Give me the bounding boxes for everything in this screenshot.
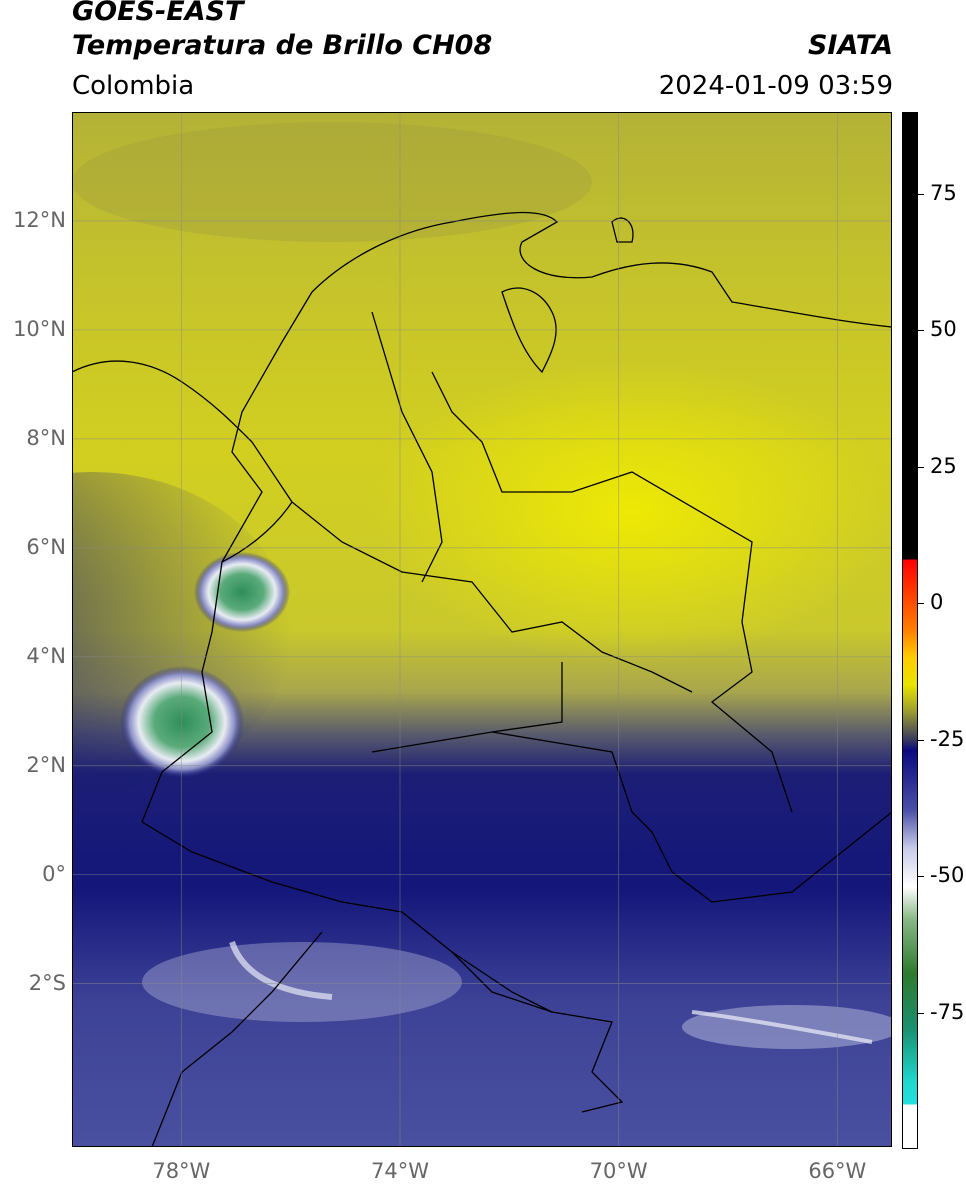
colorbar-tick-label: 25 bbox=[930, 453, 957, 478]
satellite-title: GOES-EAST bbox=[72, 0, 244, 27]
lat-tick-label: 0° bbox=[42, 861, 66, 886]
colorbar-tick bbox=[918, 876, 924, 878]
cirrus-streak bbox=[229, 940, 333, 1000]
cirrus-streak-east bbox=[691, 1010, 873, 1044]
colorbar-tick-label: -75 bbox=[930, 999, 965, 1024]
lon-tick-label: 78°W bbox=[152, 1159, 211, 1183]
colorbar-tick bbox=[918, 739, 924, 741]
lat-tick-label: 8°N bbox=[26, 425, 66, 450]
colorbar-tick-label: -50 bbox=[930, 863, 965, 888]
storm-cell-south bbox=[120, 666, 244, 778]
lat-tick-label: 6°N bbox=[26, 534, 66, 559]
colorbar-tick bbox=[918, 466, 924, 468]
olive-band-north bbox=[72, 122, 592, 242]
region-label: Colombia bbox=[72, 71, 195, 101]
lat-tick-label: 2°S bbox=[28, 970, 66, 995]
lon-tick-label: 66°W bbox=[808, 1159, 867, 1183]
colorbar-tick bbox=[918, 1012, 924, 1014]
colorbar bbox=[902, 112, 918, 1149]
product-title: Temperatura de Brillo CH08 bbox=[72, 30, 493, 61]
lat-tick-label: 2°N bbox=[26, 752, 66, 777]
map-grid bbox=[72, 112, 892, 1147]
colorbar-tick-label: -25 bbox=[930, 726, 965, 751]
colorbar-tick-label: 0 bbox=[930, 590, 944, 615]
storm-cell-north bbox=[194, 552, 290, 632]
colorbar-tick-label: 75 bbox=[930, 180, 957, 205]
colorbar-tick bbox=[918, 193, 924, 195]
colorbar-tick-label: 50 bbox=[930, 317, 957, 342]
map-frame bbox=[72, 112, 892, 1147]
warm-dry-region bbox=[372, 362, 892, 662]
timestamp: 2024-01-09 03:59 bbox=[658, 71, 893, 101]
satellite-map bbox=[72, 112, 892, 1147]
lon-tick-label: 74°W bbox=[371, 1159, 429, 1183]
lat-tick-label: 12°N bbox=[13, 207, 66, 232]
lat-tick-label: 10°N bbox=[13, 316, 66, 341]
lon-tick-label: 70°W bbox=[589, 1159, 648, 1183]
lat-tick-label: 4°N bbox=[26, 643, 66, 668]
pale-cloud-band bbox=[142, 942, 462, 1022]
colorbar-tick bbox=[918, 330, 924, 332]
colorbar-tick bbox=[918, 603, 924, 605]
organization-label: SIATA bbox=[807, 30, 893, 61]
borders bbox=[72, 211, 892, 1147]
